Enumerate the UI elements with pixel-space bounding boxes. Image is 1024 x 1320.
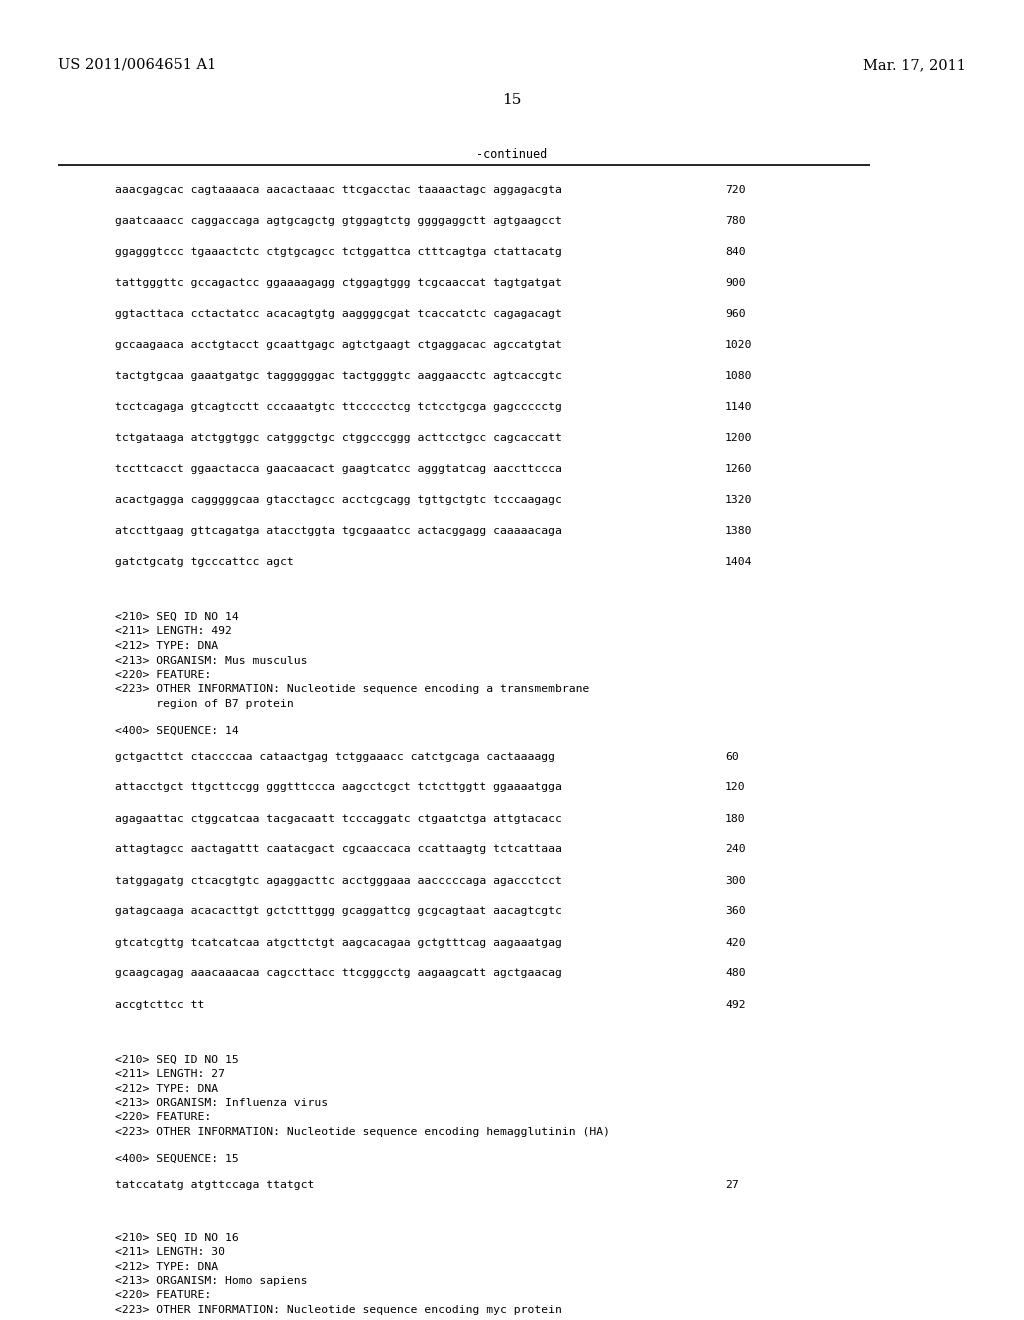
- Text: 1020: 1020: [725, 341, 753, 350]
- Text: 1380: 1380: [725, 525, 753, 536]
- Text: 492: 492: [725, 999, 745, 1010]
- Text: <213> ORGANISM: Influenza virus: <213> ORGANISM: Influenza virus: [115, 1098, 328, 1107]
- Text: 1200: 1200: [725, 433, 753, 444]
- Text: <213> ORGANISM: Homo sapiens: <213> ORGANISM: Homo sapiens: [115, 1276, 307, 1286]
- Text: 1404: 1404: [725, 557, 753, 568]
- Text: 720: 720: [725, 185, 745, 195]
- Text: 300: 300: [725, 875, 745, 886]
- Text: 1260: 1260: [725, 465, 753, 474]
- Text: <211> LENGTH: 492: <211> LENGTH: 492: [115, 627, 231, 636]
- Text: <400> SEQUENCE: 14: <400> SEQUENCE: 14: [115, 726, 239, 735]
- Text: tctgataaga atctggtggc catgggctgc ctggcccggg acttcctgcc cagcaccatt: tctgataaga atctggtggc catgggctgc ctggccc…: [115, 433, 562, 444]
- Text: agagaattac ctggcatcaa tacgacaatt tcccaggatc ctgaatctga attgtacacc: agagaattac ctggcatcaa tacgacaatt tcccagg…: [115, 813, 562, 824]
- Text: gcaagcagag aaacaaacaa cagccttacc ttcgggcctg aagaagcatt agctgaacag: gcaagcagag aaacaaacaa cagccttacc ttcgggc…: [115, 969, 562, 978]
- Text: <220> FEATURE:: <220> FEATURE:: [115, 671, 211, 680]
- Text: acactgagga cagggggcaa gtacctagcc acctcgcagg tgttgctgtc tcccaagagc: acactgagga cagggggcaa gtacctagcc acctcgc…: [115, 495, 562, 506]
- Text: 27: 27: [725, 1180, 738, 1189]
- Text: 780: 780: [725, 216, 745, 226]
- Text: <212> TYPE: DNA: <212> TYPE: DNA: [115, 1084, 218, 1093]
- Text: gatagcaaga acacacttgt gctctttggg gcaggattcg gcgcagtaat aacagtcgtc: gatagcaaga acacacttgt gctctttggg gcaggat…: [115, 907, 562, 916]
- Text: gccaagaaca acctgtacct gcaattgagc agtctgaagt ctgaggacac agccatgtat: gccaagaaca acctgtacct gcaattgagc agtctga…: [115, 341, 562, 350]
- Text: 960: 960: [725, 309, 745, 319]
- Text: <220> FEATURE:: <220> FEATURE:: [115, 1113, 211, 1122]
- Text: region of B7 protein: region of B7 protein: [115, 700, 294, 709]
- Text: 420: 420: [725, 937, 745, 948]
- Text: 15: 15: [503, 92, 521, 107]
- Text: <223> OTHER INFORMATION: Nucleotide sequence encoding a transmembrane: <223> OTHER INFORMATION: Nucleotide sequ…: [115, 685, 590, 694]
- Text: ggtacttaca cctactatcc acacagtgtg aaggggcgat tcaccatctc cagagacagt: ggtacttaca cctactatcc acacagtgtg aaggggc…: [115, 309, 562, 319]
- Text: aaacgagcac cagtaaaaca aacactaaac ttcgacctac taaaactagc aggagacgta: aaacgagcac cagtaaaaca aacactaaac ttcgacc…: [115, 185, 562, 195]
- Text: gatctgcatg tgcccattcc agct: gatctgcatg tgcccattcc agct: [115, 557, 294, 568]
- Text: <223> OTHER INFORMATION: Nucleotide sequence encoding hemagglutinin (HA): <223> OTHER INFORMATION: Nucleotide sequ…: [115, 1127, 610, 1137]
- Text: <213> ORGANISM: Mus musculus: <213> ORGANISM: Mus musculus: [115, 656, 307, 665]
- Text: 240: 240: [725, 845, 745, 854]
- Text: ggagggtccc tgaaactctc ctgtgcagcc tctggattca ctttcagtga ctattacatg: ggagggtccc tgaaactctc ctgtgcagcc tctggat…: [115, 247, 562, 257]
- Text: <220> FEATURE:: <220> FEATURE:: [115, 1291, 211, 1300]
- Text: 180: 180: [725, 813, 745, 824]
- Text: 120: 120: [725, 783, 745, 792]
- Text: <210> SEQ ID NO 16: <210> SEQ ID NO 16: [115, 1233, 239, 1242]
- Text: 480: 480: [725, 969, 745, 978]
- Text: Mar. 17, 2011: Mar. 17, 2011: [863, 58, 966, 73]
- Text: gaatcaaacc caggaccaga agtgcagctg gtggagtctg ggggaggctt agtgaagcct: gaatcaaacc caggaccaga agtgcagctg gtggagt…: [115, 216, 562, 226]
- Text: 900: 900: [725, 279, 745, 288]
- Text: tatggagatg ctcacgtgtc agaggacttc acctgggaaa aacccccaga agaccctcct: tatggagatg ctcacgtgtc agaggacttc acctggg…: [115, 875, 562, 886]
- Text: 1140: 1140: [725, 403, 753, 412]
- Text: -continued: -continued: [476, 148, 548, 161]
- Text: attagtagcc aactagattt caatacgact cgcaaccaca ccattaagtg tctcattaaa: attagtagcc aactagattt caatacgact cgcaacc…: [115, 845, 562, 854]
- Text: 1320: 1320: [725, 495, 753, 506]
- Text: gtcatcgttg tcatcatcaa atgcttctgt aagcacagaa gctgtttcag aagaaatgag: gtcatcgttg tcatcatcaa atgcttctgt aagcaca…: [115, 937, 562, 948]
- Text: accgtcttcc tt: accgtcttcc tt: [115, 999, 205, 1010]
- Text: atccttgaag gttcagatga atacctggta tgcgaaatcc actacggagg caaaaacaga: atccttgaag gttcagatga atacctggta tgcgaaa…: [115, 525, 562, 536]
- Text: <211> LENGTH: 27: <211> LENGTH: 27: [115, 1069, 225, 1078]
- Text: 840: 840: [725, 247, 745, 257]
- Text: 1080: 1080: [725, 371, 753, 381]
- Text: tatccatatg atgttccaga ttatgct: tatccatatg atgttccaga ttatgct: [115, 1180, 314, 1189]
- Text: tccttcacct ggaactacca gaacaacact gaagtcatcc agggtatcag aaccttccca: tccttcacct ggaactacca gaacaacact gaagtca…: [115, 465, 562, 474]
- Text: <400> SEQUENCE: 15: <400> SEQUENCE: 15: [115, 1154, 239, 1163]
- Text: <211> LENGTH: 30: <211> LENGTH: 30: [115, 1247, 225, 1257]
- Text: <223> OTHER INFORMATION: Nucleotide sequence encoding myc protein: <223> OTHER INFORMATION: Nucleotide sequ…: [115, 1305, 562, 1315]
- Text: <210> SEQ ID NO 14: <210> SEQ ID NO 14: [115, 612, 239, 622]
- Text: 60: 60: [725, 751, 738, 762]
- Text: <212> TYPE: DNA: <212> TYPE: DNA: [115, 642, 218, 651]
- Text: attacctgct ttgcttccgg gggtttccca aagcctcgct tctcttggtt ggaaaatgga: attacctgct ttgcttccgg gggtttccca aagcctc…: [115, 783, 562, 792]
- Text: 360: 360: [725, 907, 745, 916]
- Text: <212> TYPE: DNA: <212> TYPE: DNA: [115, 1262, 218, 1271]
- Text: <210> SEQ ID NO 15: <210> SEQ ID NO 15: [115, 1055, 239, 1064]
- Text: gctgacttct ctaccccaa cataactgag tctggaaacc catctgcaga cactaaaagg: gctgacttct ctaccccaa cataactgag tctggaaa…: [115, 751, 555, 762]
- Text: tcctcagaga gtcagtcctt cccaaatgtc ttccccctcg tctcctgcga gagccccctg: tcctcagaga gtcagtcctt cccaaatgtc ttccccc…: [115, 403, 562, 412]
- Text: US 2011/0064651 A1: US 2011/0064651 A1: [58, 58, 216, 73]
- Text: tattgggttc gccagactcc ggaaaagagg ctggagtggg tcgcaaccat tagtgatgat: tattgggttc gccagactcc ggaaaagagg ctggagt…: [115, 279, 562, 288]
- Text: tactgtgcaa gaaatgatgc taggggggac tactggggtc aaggaacctc agtcaccgtc: tactgtgcaa gaaatgatgc taggggggac tactggg…: [115, 371, 562, 381]
